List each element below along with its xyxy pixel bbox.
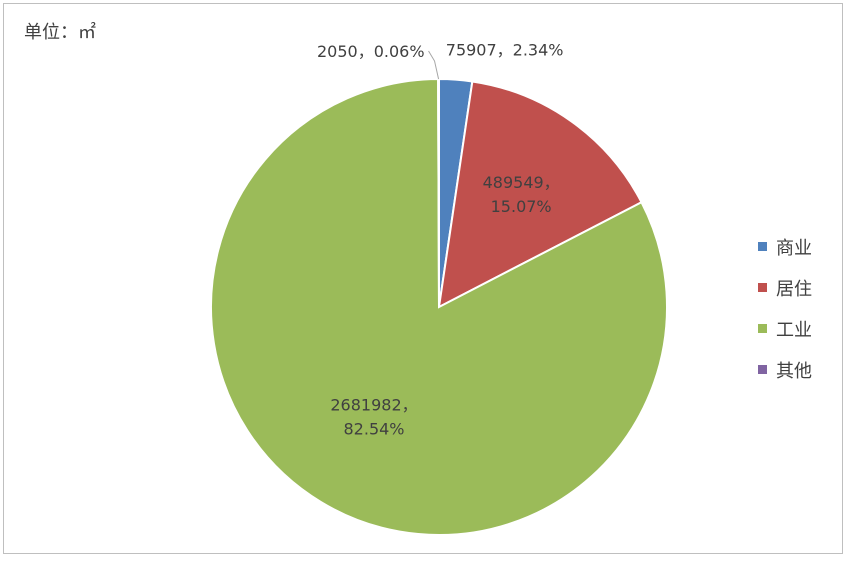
legend-swatch-industrial xyxy=(758,324,767,333)
data-label-industrial-percent: 82.54% xyxy=(344,419,405,438)
legend-item-other: 其他 xyxy=(758,349,812,390)
pie-slice-other xyxy=(437,77,440,308)
data-label-commercial: 75907，2.34% xyxy=(446,41,564,60)
data-label-other: 2050，0.06% xyxy=(317,42,425,61)
legend: 商业 居住 工业 其他 xyxy=(758,226,812,390)
legend-item-residential: 居住 xyxy=(758,267,812,308)
legend-label-commercial: 商业 xyxy=(776,237,812,259)
leader-line-other xyxy=(428,50,440,80)
legend-label-other: 其他 xyxy=(776,360,812,382)
data-label-industrial-value: 2681982， xyxy=(330,395,417,414)
pie-slice-residential xyxy=(437,80,643,309)
data-label-residential-percent: 15.07% xyxy=(491,197,552,216)
legend-item-commercial: 商业 xyxy=(758,226,812,267)
unit-label: 单位：㎡ xyxy=(24,22,96,43)
data-label-residential-value: 489549， xyxy=(483,173,560,192)
legend-swatch-other xyxy=(758,365,767,374)
legend-label-industrial: 工业 xyxy=(776,319,812,341)
legend-item-industrial: 工业 xyxy=(758,308,812,349)
legend-swatch-commercial xyxy=(758,242,767,251)
legend-swatch-residential xyxy=(758,283,767,292)
legend-label-residential: 居住 xyxy=(776,278,812,300)
